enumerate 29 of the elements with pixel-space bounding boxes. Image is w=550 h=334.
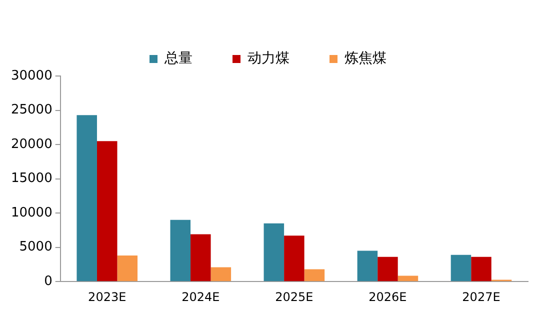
x-tick-label: 2027E	[462, 290, 500, 304]
bar	[357, 250, 378, 282]
y-tick-label: 5000	[19, 240, 52, 255]
y-tick-label: 30000	[10, 68, 52, 84]
y-tick-label: 15000	[10, 171, 52, 186]
bar	[76, 115, 97, 282]
bar	[210, 267, 232, 282]
bar	[117, 256, 138, 282]
legend-label: 炼焦煤	[344, 50, 386, 67]
bar	[398, 276, 418, 282]
bar	[284, 236, 304, 282]
bar	[450, 254, 472, 282]
legend-label: 动力煤	[248, 50, 290, 67]
bar	[96, 141, 118, 282]
x-tick-label: 2026E	[368, 290, 407, 304]
y-tick-label: 10000	[10, 205, 52, 220]
bar	[190, 234, 211, 282]
y-tick-label: 20000	[10, 136, 52, 152]
bar	[378, 256, 398, 282]
legend-label: 总量	[164, 50, 192, 67]
x-tick-label: 2023E	[88, 290, 126, 304]
bar	[264, 223, 284, 282]
y-tick-label: 25000	[10, 102, 52, 118]
y-tick-label: 0	[44, 274, 52, 289]
x-tick-label: 2025E	[275, 290, 314, 304]
x-tick-label: 2024E	[182, 290, 220, 304]
bar	[471, 256, 492, 282]
bar	[304, 269, 325, 282]
bar	[170, 220, 191, 282]
